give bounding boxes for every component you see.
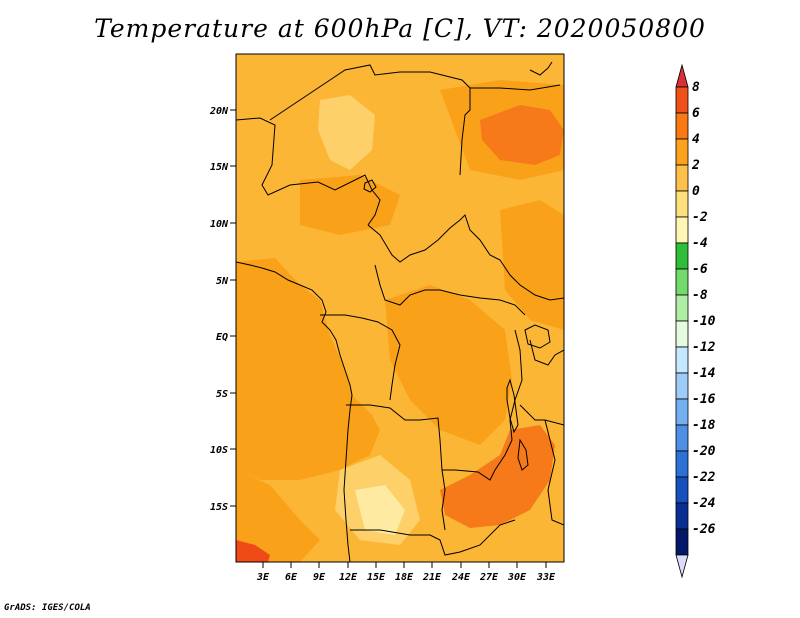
border-angola-south xyxy=(350,519,516,556)
field-cool-north xyxy=(318,95,375,170)
coastline-west xyxy=(236,261,353,562)
border-eastern-coast xyxy=(544,419,564,526)
lon-label: 18E xyxy=(395,572,414,583)
lon-label: 6E xyxy=(285,572,298,583)
colorbar-box xyxy=(675,476,689,504)
map-title: Temperature at 600hPa [C], VT: 202005080… xyxy=(94,14,706,43)
field-hot-ne xyxy=(480,105,564,165)
colorbar-box xyxy=(675,190,689,218)
colorbar-box xyxy=(675,86,689,114)
lat-label: 5S xyxy=(216,389,228,400)
lat-label: 15N xyxy=(210,162,229,173)
border-car-drc xyxy=(374,264,526,316)
colorbar-box xyxy=(675,294,689,322)
lat-axis: 20N 15N 10N 5N EQ 5S 10S 15S xyxy=(209,106,236,513)
colorbar-label: -18 xyxy=(692,418,716,433)
colorbar-label: -16 xyxy=(692,392,716,407)
lon-label: 3E xyxy=(256,572,270,583)
lon-label: 15E xyxy=(367,572,386,583)
colorbar-box xyxy=(675,502,689,530)
colorbar-box xyxy=(675,112,689,140)
red-sea-coast xyxy=(529,61,553,76)
colorbar-label: -4 xyxy=(692,236,708,251)
lon-label: 24E xyxy=(451,572,471,583)
border-east-2 xyxy=(529,339,564,366)
colorbar-box xyxy=(675,450,689,478)
field-coolest-south xyxy=(355,485,405,535)
lat-label: 20N xyxy=(209,106,229,117)
colorbar-label: 6 xyxy=(692,106,700,121)
colorbar-label: -12 xyxy=(692,340,716,355)
border-zambia xyxy=(441,469,446,531)
lon-axis: 3E 6E 9E 12E 15E 18E 21E 24E 27E 30E 33E xyxy=(256,562,556,583)
colorbar-label: -14 xyxy=(692,366,716,381)
colorbar-box xyxy=(675,528,689,556)
colorbar-label: -24 xyxy=(692,496,716,511)
lat-label: 5N xyxy=(216,276,229,287)
colorbar-label: 4 xyxy=(692,132,700,147)
temperature-field xyxy=(236,54,564,562)
field-warm-north xyxy=(300,175,400,235)
colorbar-label: -22 xyxy=(692,470,716,485)
colorbar-label: -10 xyxy=(692,314,716,329)
lake-tanganyika xyxy=(506,378,519,434)
field-warm-east xyxy=(500,200,564,330)
credit-text: GrADS: IGES/COLA xyxy=(4,603,91,613)
colorbar-label: -2 xyxy=(692,210,708,225)
colorbar xyxy=(675,63,689,579)
border-sahel xyxy=(236,117,381,226)
colorbar-label: 0 xyxy=(692,184,700,199)
colorbar-bottom-triangle xyxy=(675,554,689,579)
border-congo xyxy=(320,314,401,401)
lon-label: 30E xyxy=(507,572,527,583)
border-tanzania xyxy=(519,404,564,426)
lon-label: 27E xyxy=(479,572,499,583)
colorbar-box xyxy=(675,138,689,166)
field-warm-center xyxy=(385,285,512,445)
border-north xyxy=(269,64,471,176)
lake-chad xyxy=(363,179,377,193)
lake-malawi xyxy=(517,438,529,471)
colorbar-box xyxy=(675,372,689,400)
colorbar-box xyxy=(675,398,689,426)
lat-label: 15S xyxy=(210,502,228,513)
lon-label: 21E xyxy=(422,572,442,583)
colorbar-top-triangle xyxy=(675,63,689,88)
colorbar-box xyxy=(675,346,689,374)
field-hottest-sw xyxy=(236,540,270,562)
lon-label: 9E xyxy=(313,572,326,583)
plot-frame xyxy=(235,53,565,563)
colorbar-box xyxy=(675,242,689,270)
colorbar-box xyxy=(675,424,689,452)
colorbar-box xyxy=(675,164,689,192)
colorbar-label: -6 xyxy=(692,262,708,277)
colorbar-label: -20 xyxy=(692,444,716,459)
colorbar-label: -8 xyxy=(692,288,708,303)
lon-label: 12E xyxy=(339,572,358,583)
lat-label: 10S xyxy=(210,445,228,456)
colorbar-label: 8 xyxy=(692,80,700,95)
border-central xyxy=(367,214,564,301)
border-drc-angola xyxy=(346,404,506,481)
colorbar-label: 2 xyxy=(691,158,700,173)
colorbar-box xyxy=(675,216,689,244)
lat-label: EQ xyxy=(216,332,228,343)
colorbar-box xyxy=(675,320,689,348)
country-borders xyxy=(236,61,564,562)
nile-border xyxy=(470,84,561,91)
colorbar-labels: 8 6 4 2 0 -2 -4 -6 -8 -10 -12 -14 -16 -1… xyxy=(691,80,716,537)
colorbar-label: -26 xyxy=(692,522,716,537)
field-warm-west xyxy=(236,258,380,480)
lake-victoria xyxy=(524,324,551,349)
field-warm-south xyxy=(236,470,320,562)
lon-label: 33E xyxy=(536,572,556,583)
colorbar-box xyxy=(675,268,689,296)
lat-label: 10N xyxy=(210,219,229,230)
